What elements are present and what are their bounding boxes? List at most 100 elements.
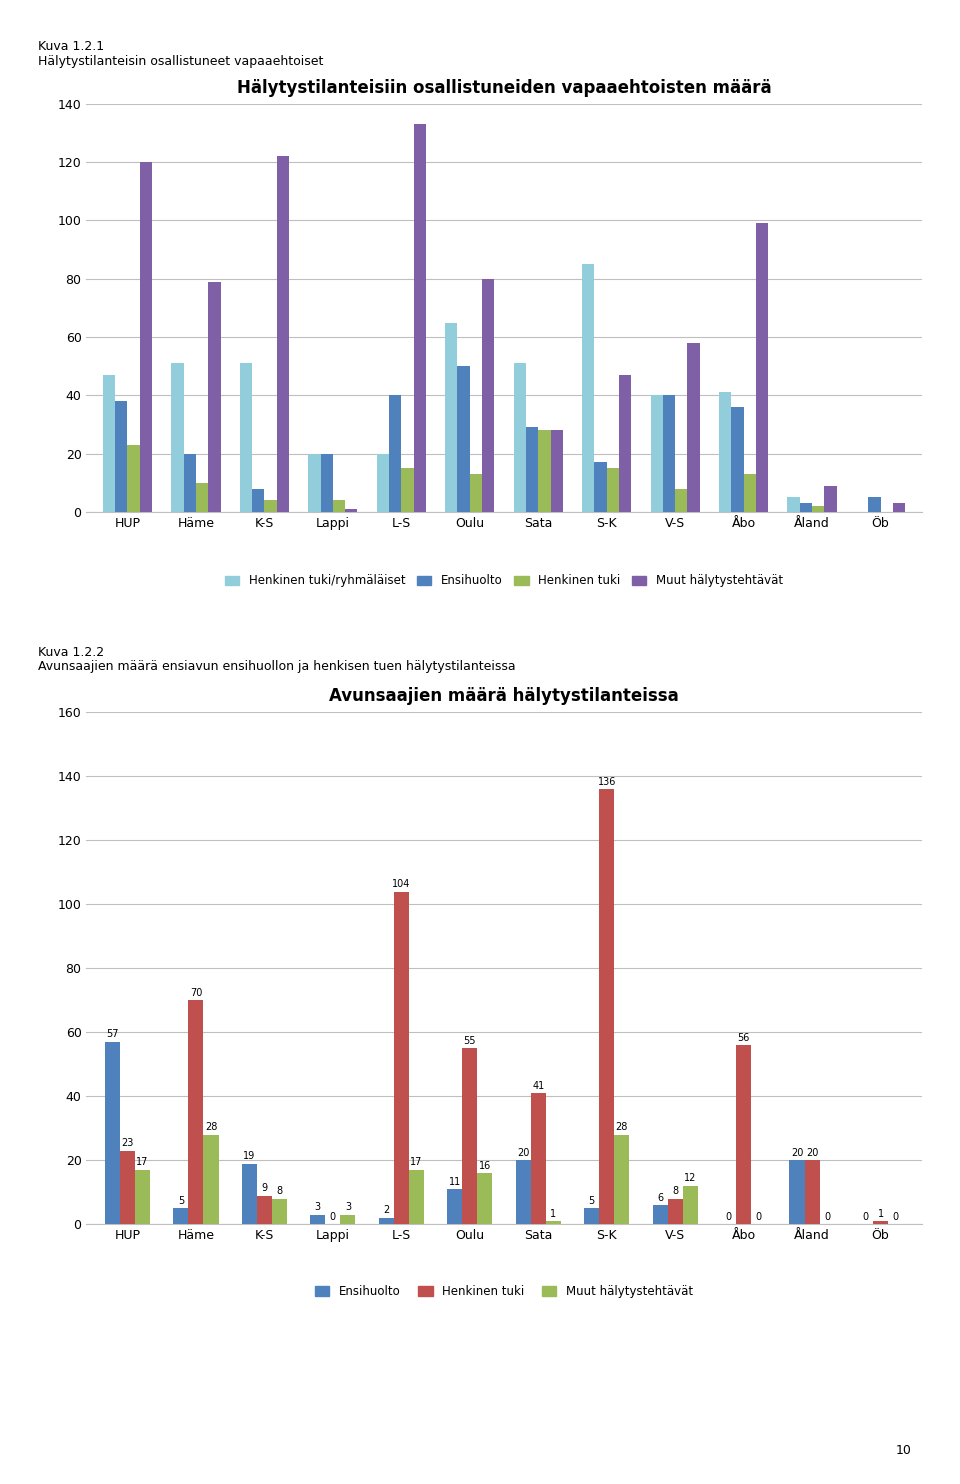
Text: 5: 5: [588, 1196, 595, 1205]
Text: 56: 56: [737, 1033, 750, 1043]
Text: 20: 20: [517, 1147, 529, 1158]
Bar: [893, 503, 905, 512]
Bar: [389, 395, 401, 512]
Bar: [800, 503, 812, 512]
Bar: [240, 364, 252, 512]
Bar: [653, 1205, 667, 1224]
Bar: [812, 506, 825, 512]
Title: Avunsaajien määrä hälytystilanteissa: Avunsaajien määrä hälytystilanteissa: [329, 687, 679, 705]
Text: Kuva 1.2.2: Kuva 1.2.2: [38, 646, 105, 659]
Bar: [787, 497, 800, 512]
Bar: [105, 1042, 120, 1224]
Bar: [514, 364, 526, 512]
Legend: Henkinen tuki/ryhmäläiset, Ensihuolto, Henkinen tuki, Muut hälytystehtävät: Henkinen tuki/ryhmäläiset, Ensihuolto, H…: [222, 571, 786, 591]
Text: 5: 5: [178, 1196, 184, 1205]
Text: 8: 8: [672, 1186, 678, 1196]
Bar: [825, 485, 837, 512]
Bar: [526, 427, 539, 512]
Bar: [804, 1160, 820, 1224]
Bar: [310, 1215, 325, 1224]
Bar: [414, 125, 426, 512]
Bar: [469, 473, 482, 512]
Text: Kuva 1.2.1: Kuva 1.2.1: [38, 40, 105, 53]
Text: 1: 1: [877, 1208, 883, 1218]
Bar: [103, 375, 115, 512]
Bar: [321, 454, 333, 512]
Text: 41: 41: [532, 1080, 544, 1091]
Bar: [196, 482, 208, 512]
Bar: [333, 500, 346, 512]
Bar: [584, 1208, 599, 1224]
Legend: Ensihuolto, Henkinen tuki, Muut hälytystehtävät: Ensihuolto, Henkinen tuki, Muut hälytyst…: [312, 1281, 696, 1301]
Text: 55: 55: [464, 1036, 476, 1046]
Bar: [183, 454, 196, 512]
Bar: [188, 1000, 204, 1224]
Bar: [376, 454, 389, 512]
Bar: [401, 469, 414, 512]
Text: 17: 17: [410, 1158, 422, 1168]
Bar: [341, 1215, 355, 1224]
Bar: [447, 1189, 463, 1224]
Bar: [614, 1135, 629, 1224]
Bar: [683, 1186, 698, 1224]
Text: 2: 2: [383, 1205, 390, 1215]
Bar: [516, 1160, 531, 1224]
Bar: [662, 395, 675, 512]
Text: 0: 0: [862, 1212, 869, 1221]
Bar: [445, 322, 458, 512]
Bar: [531, 1094, 545, 1224]
Text: 0: 0: [330, 1212, 336, 1221]
Bar: [732, 407, 744, 512]
Bar: [463, 1048, 477, 1224]
Bar: [550, 430, 563, 512]
Bar: [873, 1221, 888, 1224]
Bar: [276, 156, 289, 512]
Text: 28: 28: [204, 1122, 217, 1132]
Text: Avunsaajien määrä ensiavun ensihuollon ja henkisen tuen hälytystilanteissa: Avunsaajien määrä ensiavun ensihuollon j…: [38, 660, 516, 674]
Text: 12: 12: [684, 1174, 696, 1183]
Bar: [128, 445, 140, 512]
Text: 8: 8: [276, 1186, 282, 1196]
Bar: [582, 264, 594, 512]
Bar: [115, 401, 128, 512]
Bar: [257, 1196, 272, 1224]
Text: 9: 9: [261, 1183, 268, 1193]
Bar: [204, 1135, 219, 1224]
Text: 70: 70: [190, 988, 203, 997]
Bar: [651, 395, 662, 512]
Bar: [744, 473, 756, 512]
Bar: [736, 1045, 751, 1224]
Bar: [252, 488, 264, 512]
Bar: [789, 1160, 804, 1224]
Bar: [477, 1172, 492, 1224]
Text: 20: 20: [805, 1147, 818, 1158]
Text: 0: 0: [824, 1212, 830, 1221]
Bar: [242, 1163, 257, 1224]
Text: 23: 23: [121, 1138, 133, 1149]
Bar: [171, 364, 183, 512]
Bar: [174, 1208, 188, 1224]
Text: 136: 136: [597, 776, 616, 787]
Bar: [120, 1150, 135, 1224]
Bar: [458, 367, 469, 512]
Bar: [675, 488, 687, 512]
Text: 28: 28: [615, 1122, 628, 1132]
Text: 19: 19: [243, 1152, 255, 1160]
Text: 104: 104: [392, 879, 411, 889]
Bar: [208, 282, 221, 512]
Bar: [409, 1169, 424, 1224]
Bar: [346, 509, 357, 512]
Text: 6: 6: [657, 1193, 663, 1202]
Bar: [264, 500, 276, 512]
Bar: [378, 1218, 394, 1224]
Text: 0: 0: [893, 1212, 899, 1221]
Text: Hälytystilanteisin osallistuneet vapaaehtoiset: Hälytystilanteisin osallistuneet vapaaeh…: [38, 55, 324, 68]
Bar: [719, 392, 732, 512]
Text: 3: 3: [315, 1202, 321, 1212]
Bar: [599, 789, 614, 1224]
Bar: [607, 469, 619, 512]
Bar: [394, 892, 409, 1224]
Text: 10: 10: [896, 1444, 912, 1457]
Bar: [272, 1199, 287, 1224]
Bar: [756, 224, 768, 512]
